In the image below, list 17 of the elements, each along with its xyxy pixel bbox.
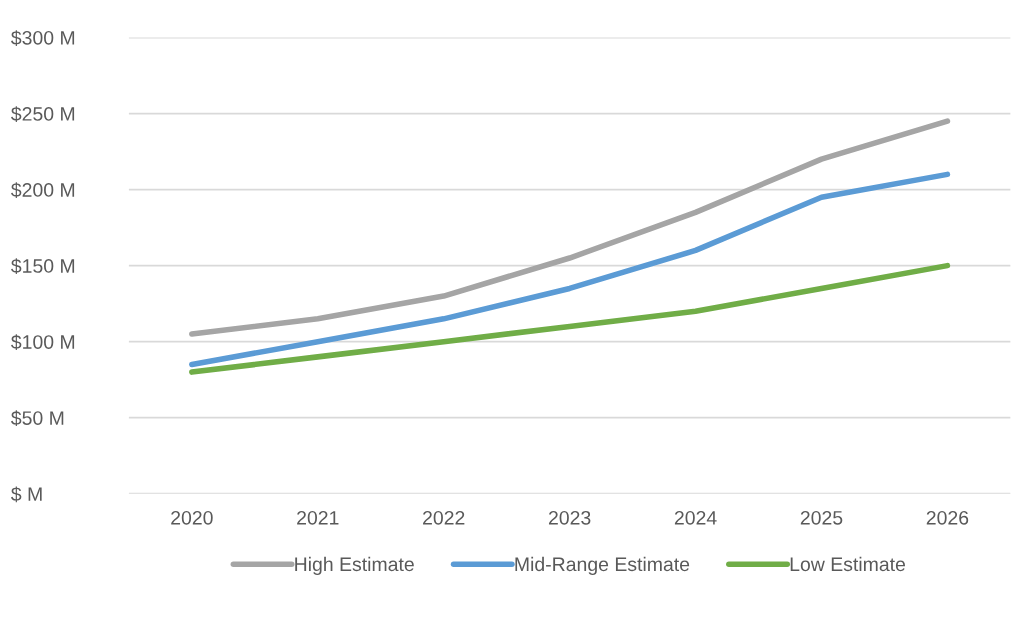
legend-label: Low Estimate <box>790 556 906 572</box>
y-tick-label: $150 M <box>11 258 75 275</box>
y-tick-label: $300 M <box>11 30 75 46</box>
x-tick-label: 2026 <box>926 510 969 525</box>
x-tick-label: 2020 <box>171 510 213 525</box>
legend-label: High Estimate <box>295 556 414 575</box>
y-tick-label: $250 M <box>11 106 75 122</box>
x-tick-label: 2024 <box>674 510 717 525</box>
y-tick-label: $200 M <box>11 182 75 198</box>
x-tick-label: 2021 <box>297 510 339 525</box>
x-tick-label: 2022 <box>423 510 465 525</box>
x-tick-label: 2023 <box>548 510 591 525</box>
x-tick-label: 2025 <box>800 510 843 525</box>
legend-label: Mid-Range Estimate <box>515 556 690 575</box>
y-tick-label: $100 M <box>11 334 75 351</box>
y-tick-label: $ M <box>11 486 42 503</box>
y-tick-label: $50 M <box>11 410 64 427</box>
